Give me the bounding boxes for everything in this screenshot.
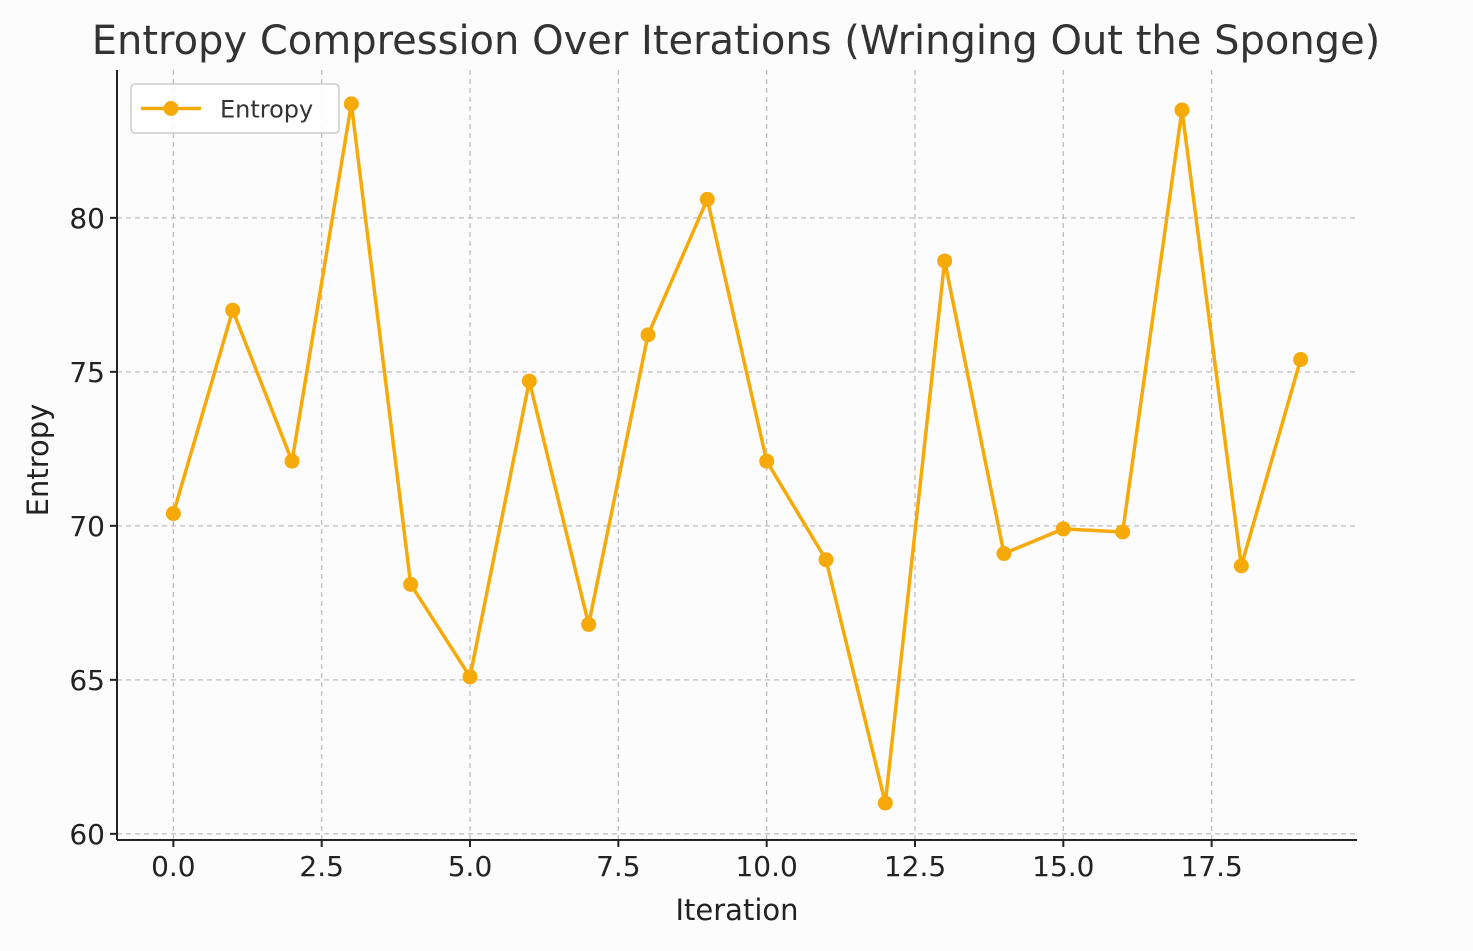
axes: 0.0 2.5 5.0 7.5 10.0 12.5 15.0 17.5 60 65 70 75 80 [69,70,1357,883]
series-line [171,102,1303,805]
data-point [521,373,537,389]
legend-label: Entropy [220,96,313,124]
data-point [284,453,300,469]
data-point [343,96,359,112]
legend-box [130,83,340,134]
data-point [1174,102,1190,118]
y-tick-label: 70 [69,510,105,543]
data-point [165,506,181,522]
data-point [877,795,893,811]
data-point [1055,521,1071,537]
x-tick-label: 2.5 [299,850,344,883]
x-tick-label: 5.0 [448,850,493,883]
y-tick-label: 60 [69,818,105,851]
x-tick-label: 10.0 [735,850,797,883]
data-point [403,576,419,592]
data-point [937,253,953,269]
legend: Entropy [130,83,340,134]
y-tick-label: 75 [69,356,105,389]
data-point [1233,558,1249,574]
data-point [640,327,656,343]
data-point [699,191,715,207]
data-point [1293,352,1309,368]
x-tick-label: 0.0 [151,850,196,883]
data-point [759,453,775,469]
data-point [581,616,597,632]
series-layer [165,96,1309,811]
y-tick-label: 65 [69,664,105,697]
data-point [996,546,1012,562]
data-point [462,669,478,685]
x-tick-label: 17.5 [1180,850,1242,883]
data-point [225,302,241,318]
legend-marker [163,101,179,116]
y-tick-label: 80 [69,202,105,235]
data-point [1115,524,1131,540]
grid [117,70,1357,840]
x-tick-label: 7.5 [596,850,641,883]
data-point [818,552,834,568]
x-tick-label: 15.0 [1032,850,1094,883]
x-axis-label: Iteration [675,893,798,927]
y-axis-label: Entropy [21,404,55,517]
chart-title: Entropy Compression Over Iterations (Wri… [92,18,1381,64]
x-tick-label: 12.5 [884,850,946,883]
